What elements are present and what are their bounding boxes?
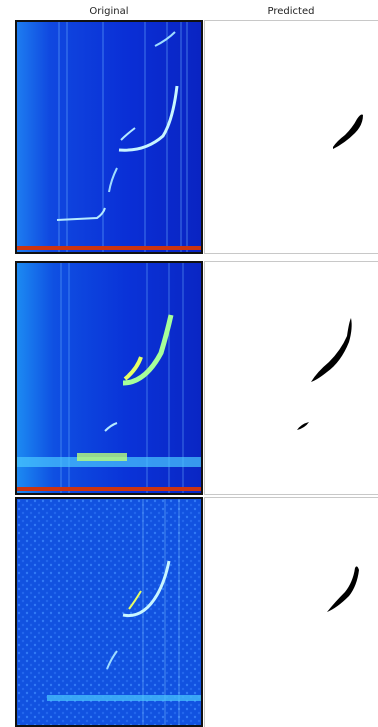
original-spectrogram-image	[15, 497, 203, 727]
predicted-column-title: Predicted	[267, 6, 315, 17]
original-spectrogram-image	[15, 261, 203, 495]
comparison-row	[0, 261, 378, 495]
comparison-row	[0, 20, 378, 254]
comparison-row	[0, 497, 378, 727]
mask-blob	[333, 114, 363, 149]
predicted-mask-image	[204, 261, 378, 495]
original-spectrogram-image	[15, 20, 203, 254]
mask-blob	[297, 422, 309, 430]
mask-blob	[327, 566, 359, 612]
predicted-mask-image	[204, 497, 378, 727]
predicted-mask-image	[204, 20, 378, 254]
original-column-title: Original	[89, 6, 129, 17]
mask-blob	[311, 318, 352, 382]
